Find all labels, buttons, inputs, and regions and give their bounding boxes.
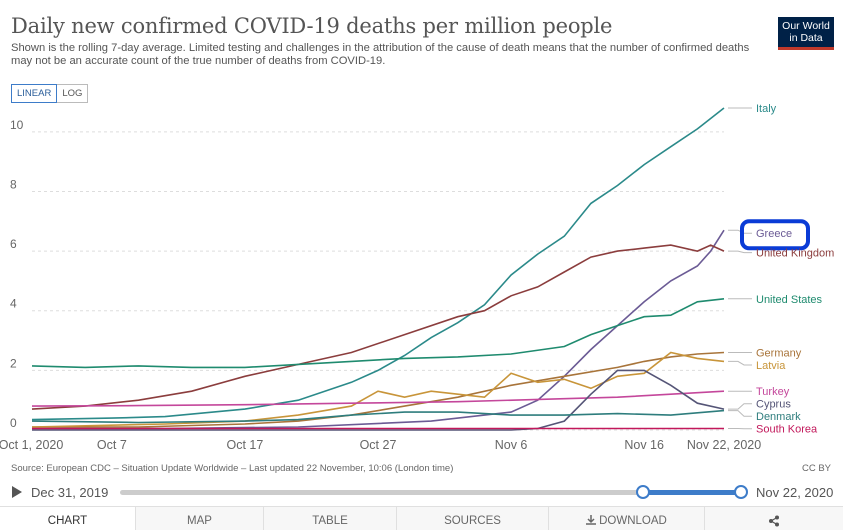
x-tick-label: Oct 7 xyxy=(97,438,127,452)
x-tick-label: Nov 22, 2020 xyxy=(687,438,761,452)
y-tick-label: 4 xyxy=(10,297,17,311)
owid-logo[interactable]: Our World in Data xyxy=(778,17,834,50)
series-line-cyprus xyxy=(32,369,725,431)
line-chart: 0 2 4 6 8 10 Oct 1, 2020 Oct 7 Oct 17 Oct 27 Nov 6… xyxy=(0,103,834,452)
timeline-end-label: Nov 22, 2020 xyxy=(756,485,834,500)
series-line-latvia xyxy=(31,351,725,428)
tab-table[interactable]: TABLE xyxy=(263,507,396,530)
label-connector xyxy=(728,403,752,410)
tab-table-label: TABLE xyxy=(312,515,348,527)
x-tick-label: Nov 6 xyxy=(495,438,528,452)
series-line-turkey xyxy=(31,390,725,407)
timeline-start-label: Dec 31, 2019 xyxy=(31,485,109,500)
series-line-denmark xyxy=(31,409,725,424)
series-label-greece: Greece xyxy=(756,228,792,240)
tab-bar: CHART MAP TABLE SOURCES DOWNLOAD xyxy=(0,506,843,530)
scale-toggle: LINEAR LOG xyxy=(11,84,89,103)
x-tick-label: Oct 1, 2020 xyxy=(0,438,63,452)
series-line-united-states xyxy=(31,298,725,369)
tab-download-label: DOWNLOAD xyxy=(599,515,667,527)
series-label-united-kingdom: United Kingdom xyxy=(756,248,834,260)
chart-title: Daily new confirmed COVID-19 deaths per … xyxy=(11,14,613,38)
series-line-italy xyxy=(31,107,725,421)
label-connector xyxy=(728,410,752,417)
series-label-united-states: United States xyxy=(756,294,823,306)
series-line-united-kingdom xyxy=(31,244,725,410)
timeline-start-handle[interactable] xyxy=(636,485,650,499)
x-tick-label: Oct 27 xyxy=(360,438,397,452)
tab-download[interactable]: DOWNLOAD xyxy=(548,507,704,530)
license-link[interactable]: CC BY xyxy=(801,463,831,474)
series-label-turkey: Turkey xyxy=(756,386,790,398)
linear-scale-button[interactable]: LINEAR xyxy=(11,84,58,103)
x-tick-label: Oct 17 xyxy=(227,438,264,452)
y-tick-label: 2 xyxy=(10,356,17,370)
chart-subtitle: Shown is the rolling 7-day average. Limi… xyxy=(11,42,750,67)
download-icon xyxy=(586,515,597,525)
series-label-latvia: Latvia xyxy=(756,360,786,372)
log-scale-button[interactable]: LOG xyxy=(57,84,89,103)
tab-map-label: MAP xyxy=(187,515,212,527)
tab-sources[interactable]: SOURCES xyxy=(396,507,548,530)
y-tick-label: 6 xyxy=(10,237,17,251)
greece-highlight-circle xyxy=(740,219,810,251)
series-label-cyprus: Cyprus xyxy=(756,399,791,411)
tab-chart-label: CHART xyxy=(47,515,88,527)
series-line-germany xyxy=(32,351,725,428)
series-label-italy: Italy xyxy=(756,103,777,115)
tab-sources-label: SOURCES xyxy=(444,515,501,527)
y-tick-label: 10 xyxy=(10,118,24,132)
play-icon[interactable] xyxy=(12,486,22,498)
label-connector xyxy=(728,250,752,254)
logo-line-1: Our World xyxy=(782,20,830,32)
tab-map[interactable]: MAP xyxy=(135,507,263,530)
timeline: Dec 31, 2019 Nov 22, 2020 xyxy=(0,480,843,504)
timeline-selected-range xyxy=(643,490,741,495)
series-label-south-korea: South Korea xyxy=(756,424,818,436)
series-label-denmark: Denmark xyxy=(756,411,801,423)
x-tick-label: Nov 16 xyxy=(624,438,664,452)
timeline-end-handle[interactable] xyxy=(734,485,748,499)
source-note: Source: European CDC – Situation Update … xyxy=(11,463,454,474)
series-label-germany: Germany xyxy=(756,347,802,359)
y-tick-label: 8 xyxy=(10,177,17,191)
series-line-greece xyxy=(32,229,725,430)
share-icon xyxy=(769,515,779,527)
tab-share[interactable] xyxy=(704,507,843,530)
tab-chart[interactable]: CHART xyxy=(0,507,135,530)
timeline-track[interactable] xyxy=(120,490,740,495)
logo-line-2: in Data xyxy=(789,32,823,44)
label-connector xyxy=(728,360,752,366)
y-tick-label: 0 xyxy=(10,416,17,430)
